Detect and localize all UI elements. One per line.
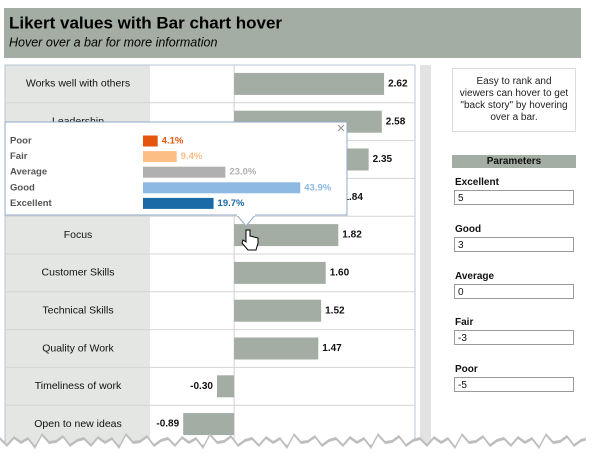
- value-label: 2.62: [388, 79, 408, 90]
- tooltip-value: 19.7%: [218, 198, 245, 209]
- parameters-title: Parameters: [452, 155, 576, 168]
- category-label: Works well with others: [26, 78, 130, 90]
- parameter-label: Excellent: [455, 177, 499, 188]
- parameter-label: Poor: [455, 364, 478, 376]
- tooltip-label: Fair: [10, 151, 28, 162]
- tooltip-bar: [143, 166, 226, 178]
- category-label: Open to new ideas: [34, 418, 122, 430]
- tooltip-value: 43.9%: [304, 182, 331, 193]
- tooltip-bar: [143, 135, 158, 147]
- header-bar: [4, 8, 581, 58]
- parameter-label: Average: [455, 270, 495, 282]
- bar: [183, 413, 235, 436]
- tooltip-bar: [143, 151, 177, 163]
- parameter-input[interactable]: -5: [454, 377, 574, 393]
- tooltip-bar: [143, 182, 301, 194]
- bar: [234, 72, 385, 95]
- tooltip-label: Excellent: [10, 198, 53, 209]
- cursor: [241, 229, 259, 251]
- parameter-label: Good: [455, 223, 482, 235]
- category-label: Timeliness of work: [35, 380, 122, 392]
- parameter-input[interactable]: 5: [454, 190, 574, 205]
- tooltip-label: Poor: [10, 136, 32, 147]
- bar: [234, 337, 319, 360]
- parameter-label: Fair: [455, 317, 474, 329]
- bar: [216, 375, 235, 398]
- value-label: 2.58: [386, 116, 406, 127]
- info-note: Easy to rank and viewers can hover to ge…: [452, 68, 576, 132]
- parameter-input[interactable]: -3: [454, 330, 574, 346]
- tooltip-label: Good: [10, 182, 35, 193]
- subtitle: Hover over a bar for more information: [9, 35, 217, 49]
- torn-paper: [0, 436, 593, 469]
- category-label: Customer Skills: [42, 267, 115, 279]
- category-label: Quality of Work: [42, 342, 114, 354]
- value-label: 1.82: [342, 230, 362, 241]
- bar: [234, 299, 322, 322]
- value-label: 2.35: [373, 154, 393, 165]
- parameter-input[interactable]: 0: [454, 283, 574, 299]
- pointer-cover: [237, 213, 255, 216]
- value-label: 1.47: [322, 343, 342, 354]
- tooltip-bar: [143, 197, 214, 209]
- title: Likert values with Bar chart hover: [9, 13, 282, 32]
- close-icon: [337, 124, 345, 132]
- tooltip-value: 23.0%: [229, 167, 256, 178]
- tooltip-value: 4.1%: [162, 136, 184, 147]
- tooltip-label: Average: [10, 167, 47, 178]
- torn-right: [583, 0, 593, 469]
- value-label: -0.89: [156, 419, 179, 430]
- category-label: Technical Skills: [42, 304, 113, 316]
- value-label: 1.60: [330, 268, 350, 279]
- tooltip-value: 9.4%: [181, 151, 203, 162]
- bar: [234, 224, 339, 247]
- value-label: -0.30: [190, 381, 213, 392]
- value-label: 1.84: [343, 192, 363, 203]
- value-label: 1.52: [325, 305, 345, 316]
- category-label: Focus: [64, 229, 93, 241]
- bar: [234, 261, 326, 284]
- parameter-input[interactable]: 3: [454, 236, 574, 252]
- scroll-strip: [420, 65, 431, 445]
